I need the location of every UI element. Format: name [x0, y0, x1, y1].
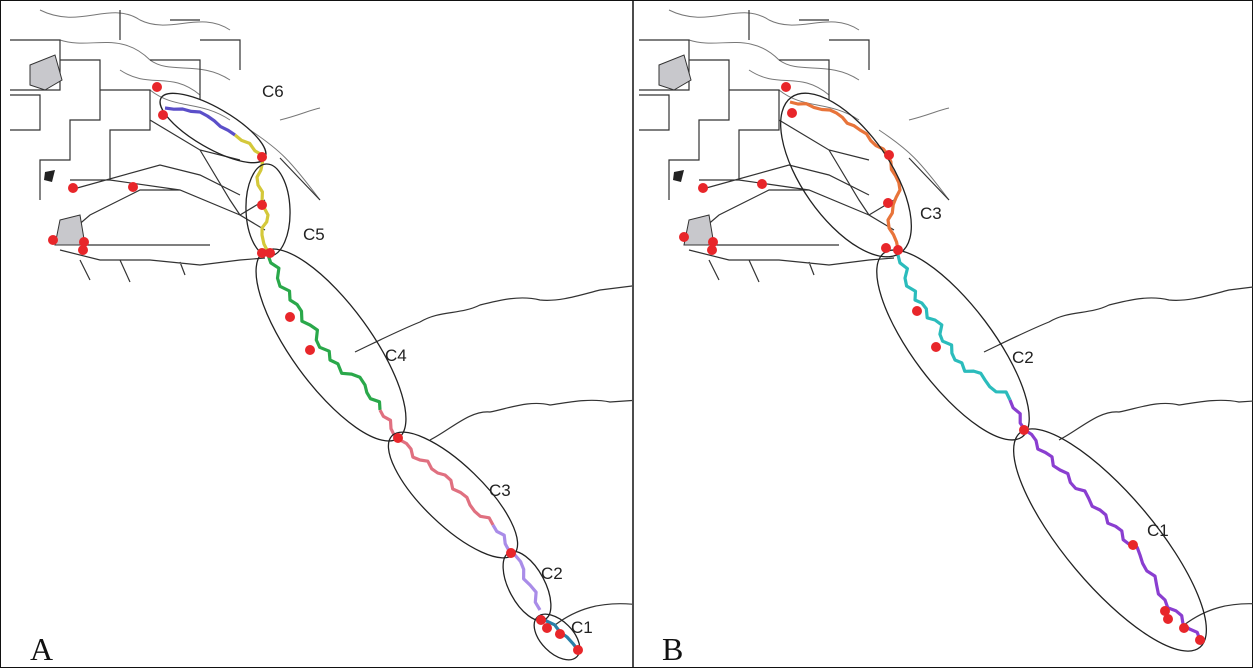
river-segment	[491, 524, 542, 611]
cluster-label: C6	[262, 82, 284, 101]
cluster-ellipse	[876, 249, 1030, 441]
cluster-label: C3	[920, 204, 942, 223]
sample-site	[573, 645, 583, 655]
sample-site	[1179, 623, 1189, 633]
sample-site	[881, 243, 891, 253]
sample-site	[883, 198, 893, 208]
sample-site	[708, 237, 718, 247]
cluster-label: C4	[385, 346, 407, 365]
sample-site	[128, 182, 138, 192]
cluster-ellipse	[1012, 428, 1208, 652]
sample-sites	[48, 82, 1205, 655]
sample-site	[257, 248, 267, 258]
sample-site	[679, 232, 689, 242]
sample-site	[1195, 635, 1205, 645]
sample-site	[152, 82, 162, 92]
river-segment	[896, 254, 1012, 401]
cluster-ellipse	[780, 92, 912, 258]
sample-site	[79, 237, 89, 247]
river-segment	[378, 409, 495, 526]
sample-site	[931, 342, 941, 352]
river-segment	[789, 100, 902, 251]
sample-site	[536, 615, 546, 625]
sample-site	[1163, 614, 1173, 624]
sample-site	[893, 245, 903, 255]
cluster-label: C3	[489, 481, 511, 500]
cluster-label: C1	[571, 618, 593, 637]
sample-site	[542, 623, 552, 633]
sample-site	[707, 245, 717, 255]
sample-site	[305, 345, 315, 355]
sample-site	[912, 306, 922, 316]
river-segment	[233, 133, 270, 253]
sample-site	[787, 108, 797, 118]
river-segment	[1008, 399, 1202, 641]
panel-label: A	[30, 631, 53, 667]
sample-site	[78, 245, 88, 255]
sample-site	[158, 110, 168, 120]
panel-label: B	[662, 631, 683, 667]
panel-a-map	[9, 9, 632, 626]
sample-site	[393, 433, 403, 443]
sample-site	[884, 150, 894, 160]
sample-site	[48, 235, 58, 245]
cluster-ellipse	[255, 248, 407, 442]
sample-site	[698, 183, 708, 193]
cluster-label: C2	[1012, 348, 1034, 367]
river-segment	[266, 254, 382, 411]
sample-site	[1160, 606, 1170, 616]
sample-site	[555, 629, 565, 639]
sample-site	[68, 183, 78, 193]
sample-site	[257, 152, 267, 162]
sample-site	[265, 248, 275, 258]
map-shape	[9, 9, 632, 626]
sample-site	[1019, 425, 1029, 435]
river-segment	[164, 106, 236, 137]
cluster-label: C5	[303, 225, 325, 244]
cluster-label: C1	[1147, 521, 1169, 540]
sample-site	[257, 200, 267, 210]
cluster-ellipse	[159, 92, 267, 164]
cluster-ellipse	[245, 163, 291, 257]
river-segments	[164, 100, 1202, 651]
cluster-ellipses	[159, 92, 1208, 661]
sample-site	[506, 548, 516, 558]
sample-site	[757, 179, 767, 189]
sample-site	[781, 82, 791, 92]
sample-site	[1128, 540, 1138, 550]
sample-site	[285, 312, 295, 322]
cluster-label: C2	[541, 564, 563, 583]
